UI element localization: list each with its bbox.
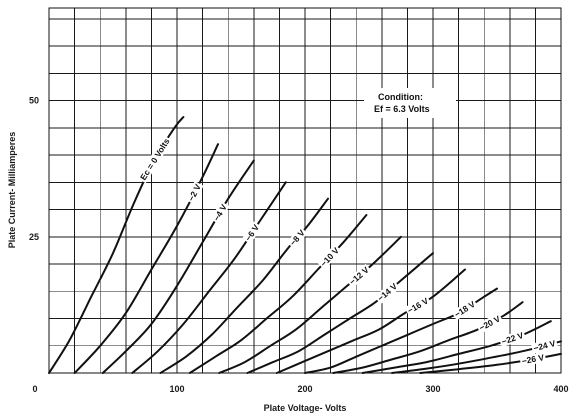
y-axis-title: Plate Current- Milliamperes (7, 132, 17, 249)
grid (49, 8, 561, 373)
condition-box (364, 88, 456, 118)
series-label-group: −20 V (476, 312, 504, 334)
series-label: −22 V (500, 330, 525, 347)
series-label-background (185, 181, 204, 205)
series-line (246, 252, 434, 374)
series-label-background (476, 312, 504, 334)
series-label-background (451, 298, 479, 321)
y-tick-label: 25 (29, 232, 39, 242)
series-label-background (317, 244, 343, 270)
series-label-group: −10 V (317, 244, 343, 270)
x-tick-label: 400 (553, 384, 568, 394)
series-label-background (210, 201, 230, 225)
series-label-group: −26 V (519, 351, 547, 367)
series-label-group: −4 V (210, 201, 230, 225)
series-line (218, 235, 402, 374)
x-tick-label: 200 (297, 384, 312, 394)
series-label-background (530, 337, 559, 354)
series-label-background (374, 280, 401, 305)
series-line (101, 159, 255, 374)
series-line (332, 301, 524, 374)
series-label-background (286, 226, 308, 249)
series-label-group: −16 V (404, 294, 432, 317)
series-line (188, 214, 368, 374)
series-label-group: −24 V (530, 337, 559, 354)
series-label: −24 V (532, 338, 557, 353)
series-label-background (498, 329, 527, 348)
series-label-group: −12 V (346, 263, 372, 288)
series-label-background (404, 294, 432, 317)
condition-line-1: Condition: (378, 92, 423, 102)
x-tick-label: 0 (32, 384, 37, 394)
curve-labels: Ec = 0 Volts−2 V−4 V−6 V −8 V−10 V−12 V−1… (137, 135, 559, 367)
series-label: −16 V (406, 295, 431, 315)
x-axis-title: Plate Voltage- Volts (264, 403, 347, 413)
series-label-group: −2 V (185, 181, 204, 205)
series-label-background (346, 263, 372, 288)
series-label-background (137, 135, 173, 184)
series-label-group: −6 V (242, 221, 262, 245)
series-line (73, 143, 219, 374)
series-label-group: −18 V (451, 298, 479, 321)
series-label-background (242, 221, 262, 245)
y-tick-label: 50 (29, 96, 39, 106)
x-tick-label: 300 (425, 384, 440, 394)
series-label: Ec = 0 Volts (138, 136, 172, 182)
series-label-group: Ec = 0 Volts (137, 135, 173, 184)
series-label-group: −22 V (498, 329, 527, 348)
series-label: −20 V (477, 313, 502, 333)
series-line (159, 197, 329, 374)
condition-line-2: Ef = 6.3 Volts (374, 104, 430, 114)
tick-labels: 0 100 200 300 400 25 50 (29, 96, 569, 394)
series-line (131, 181, 287, 374)
series-label-background (519, 351, 547, 367)
series-line (275, 268, 466, 374)
series-label-group: −14 V (374, 280, 401, 305)
condition-annotation: Condition: Ef = 6.3 Volts (364, 88, 456, 118)
series-line (48, 116, 185, 374)
series-label: −26 V (521, 352, 545, 366)
x-tick-label: 100 (169, 384, 184, 394)
series-line (304, 287, 498, 374)
curves (48, 116, 562, 374)
